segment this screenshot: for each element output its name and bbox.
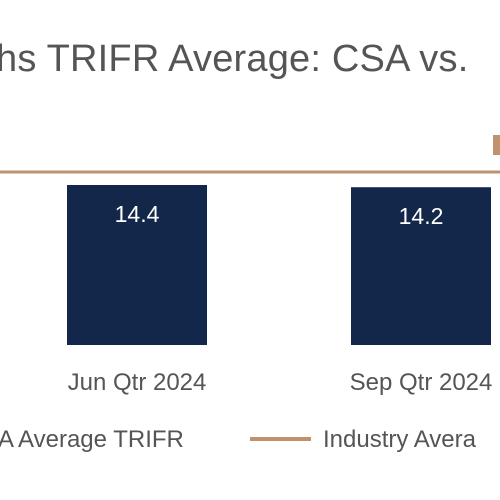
legend-label-bar-series: A Average TRIFR — [0, 426, 184, 453]
chart-title: hs TRIFR Average: CSA vs. — [0, 38, 469, 80]
legend-label-line-series: Industry Avera — [323, 426, 477, 453]
industry-average-marker — [493, 135, 500, 155]
data-label: 14.2 — [399, 203, 444, 229]
bar — [67, 185, 207, 345]
category-label: Sep Qtr 2024 — [350, 369, 493, 396]
category-label: Jun Qtr 2024 — [68, 369, 207, 396]
bar — [351, 187, 491, 345]
data-label: 14.4 — [115, 201, 160, 227]
